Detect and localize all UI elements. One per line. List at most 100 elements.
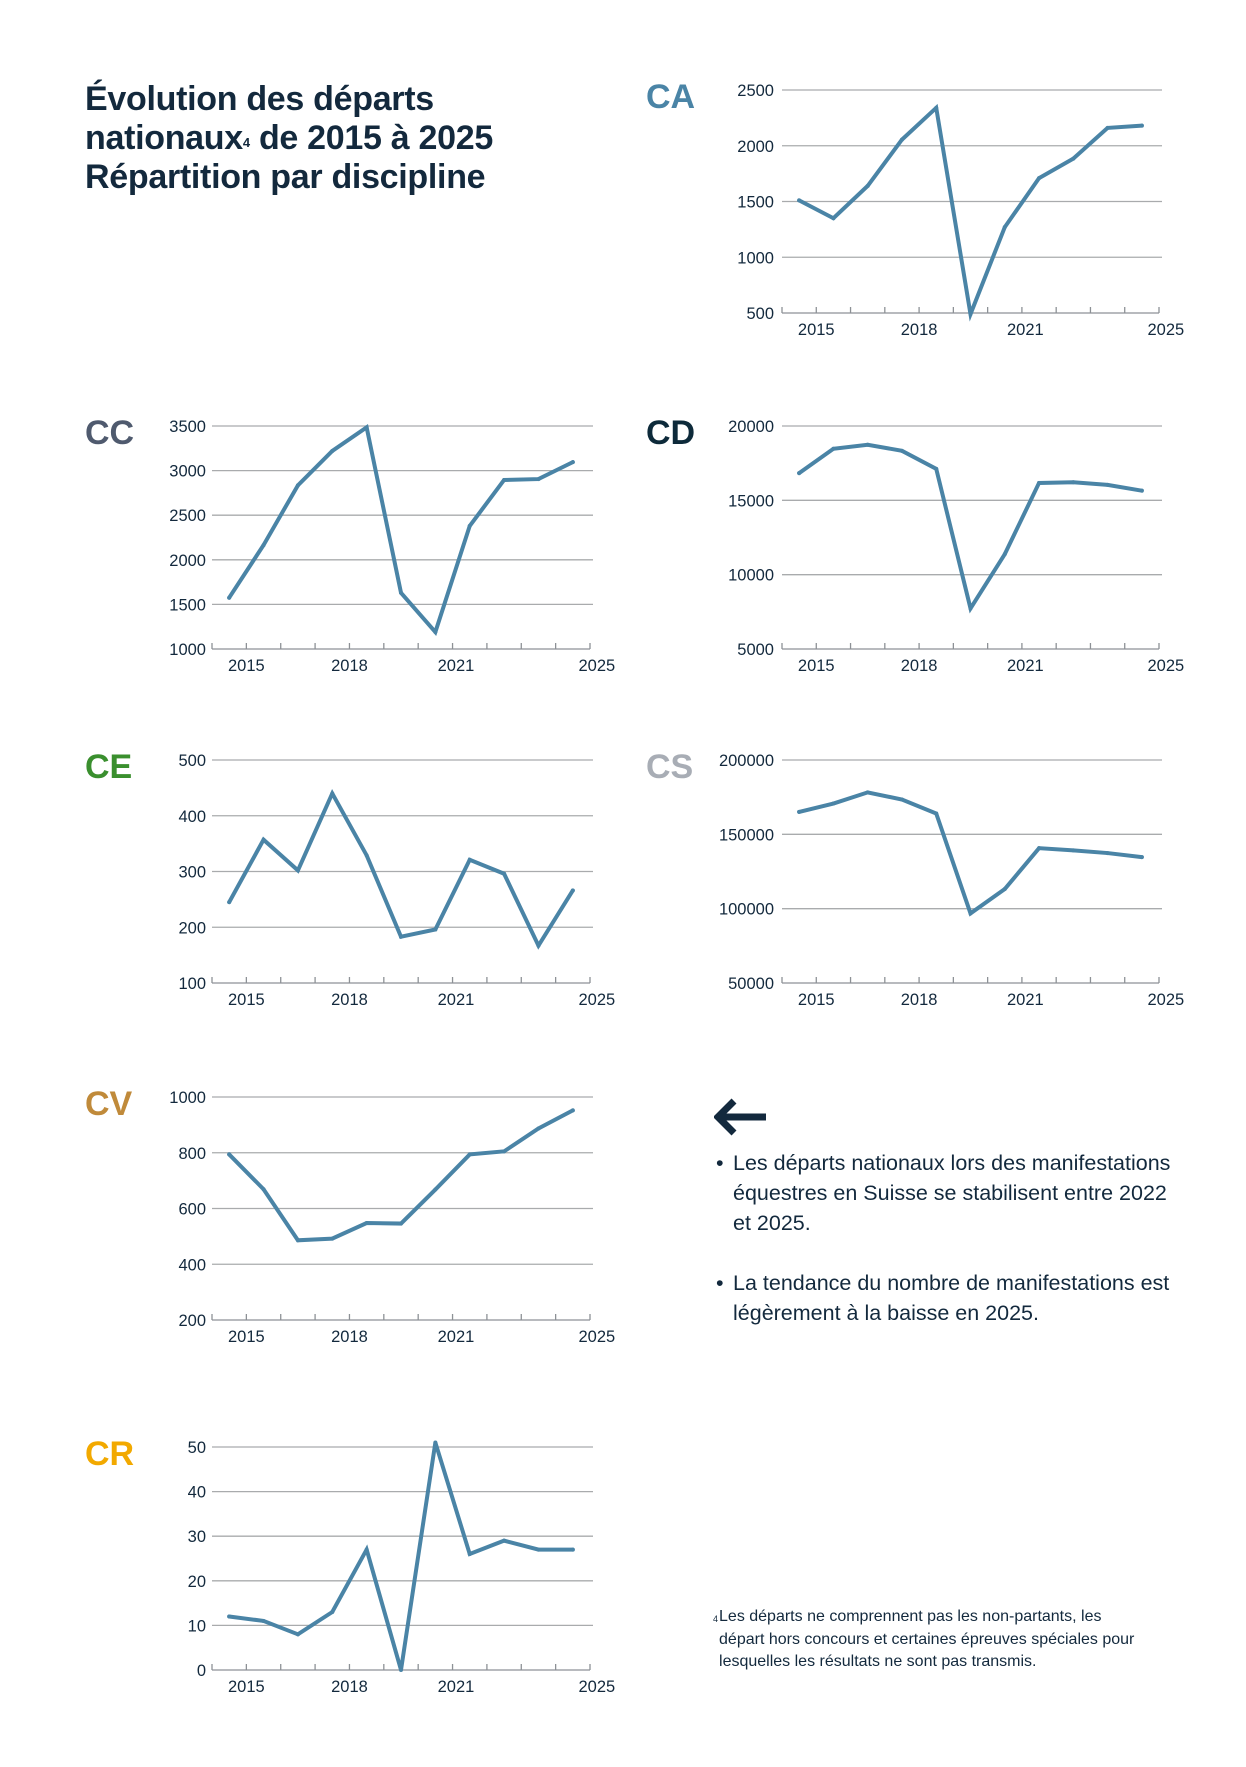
key-point-text: La tendance du nombre de manifestations …	[733, 1271, 1170, 1325]
data-point-2017	[865, 442, 870, 447]
key-point: • La tendance du nombre de manifestations…	[716, 1268, 1176, 1328]
y-tick-label: 1000	[737, 249, 774, 267]
data-point-2025	[1139, 123, 1144, 128]
data-point-2023	[502, 477, 507, 482]
bullet-dot: •	[716, 1271, 724, 1295]
data-point-2016	[261, 837, 266, 842]
y-tick-label: 400	[178, 808, 206, 826]
y-tick-label: 40	[188, 1484, 206, 1502]
discipline-label: CA	[646, 78, 695, 116]
y-tick-label: 150000	[719, 826, 774, 844]
y-tick-label: 200	[178, 919, 206, 937]
data-point-2021	[433, 1187, 438, 1192]
x-tick-label: 2025	[1147, 321, 1184, 339]
data-point-2022	[467, 1552, 472, 1557]
chart-cv: CV 200 400 600 800 1000 2015 2018 2021 2025	[85, 1085, 615, 1346]
data-point-2018	[899, 448, 904, 453]
data-point-2022	[467, 857, 472, 862]
data-point-2020	[968, 312, 973, 317]
y-tick-label: 200	[178, 1312, 206, 1330]
y-tick-label: 30	[188, 1528, 206, 1546]
data-point-2024	[536, 1547, 541, 1552]
data-point-2017	[865, 183, 870, 188]
title-line-2-start: nationaux	[85, 119, 243, 157]
data-point-2023	[502, 1538, 507, 1543]
data-point-2021	[433, 927, 438, 932]
x-tick-label: 2018	[901, 321, 938, 339]
data-point-2020	[399, 934, 403, 939]
data-point-2018	[330, 791, 335, 796]
arrow-left-icon	[714, 1098, 766, 1136]
y-tick-label: 100000	[719, 901, 774, 919]
data-point-2018	[899, 797, 904, 802]
data-point-2020	[968, 606, 973, 611]
data-point-2016	[831, 801, 836, 806]
data-point-2016	[831, 216, 836, 221]
chart-cr: CR 0 10 20 30 40 50 2015 2018 2021 2025	[85, 1435, 615, 1696]
data-point-2023	[1071, 156, 1076, 161]
data-point-2024	[536, 477, 541, 482]
x-tick-label: 2015	[798, 321, 835, 339]
chart-cs: CS 50000 100000 150000 200000 2015 2018 2021 202…	[646, 748, 1184, 1009]
y-tick-label: 1000	[169, 1089, 206, 1107]
data-point-2021	[1002, 887, 1007, 892]
discipline-label: CD	[646, 414, 695, 452]
data-point-2017	[295, 483, 300, 488]
x-tick-label: 2021	[1007, 657, 1044, 675]
y-tick-label: 50	[188, 1439, 206, 1457]
page-title: Évolution des départs nationaux4 de 2015…	[85, 80, 493, 197]
data-point-2023	[502, 1149, 507, 1154]
x-tick-label: 2021	[438, 1328, 475, 1346]
series-line	[797, 103, 1144, 322]
data-point-2019	[364, 1220, 369, 1225]
x-tick-label: 2015	[228, 657, 265, 675]
data-point-2022	[1037, 176, 1042, 181]
x-tick-label: 2018	[331, 1678, 368, 1696]
y-tick-label: 0	[197, 1662, 206, 1680]
y-tick-label: 2500	[169, 507, 206, 525]
data-point-2018	[330, 448, 335, 453]
y-tick-label: 500	[746, 305, 774, 323]
series-line	[227, 1108, 575, 1243]
data-point-2024	[1105, 125, 1110, 130]
data-point-2020	[399, 1668, 403, 1672]
data-point-2024	[1105, 851, 1110, 856]
chart-ce: CE 100 200 300 400 500 2015 2018 2021 2025	[85, 748, 615, 1009]
x-tick-label: 2015	[228, 991, 265, 1009]
data-point-2016	[261, 543, 266, 548]
series-line	[227, 1441, 575, 1671]
key-points-list: • Les départs nationaux lors des manifest…	[716, 1148, 1176, 1358]
x-tick-label: 2025	[1147, 657, 1184, 675]
y-tick-label: 3500	[169, 418, 206, 436]
discipline-label: CR	[85, 1435, 134, 1473]
x-tick-label: 2015	[798, 991, 835, 1009]
series-line	[227, 423, 575, 637]
y-tick-label: 500	[178, 752, 206, 770]
discipline-label: CS	[646, 748, 693, 786]
footnote-reference: 4	[242, 135, 250, 150]
y-tick-label: 15000	[728, 492, 774, 510]
data-point-2015	[227, 1614, 232, 1619]
series-line	[797, 790, 1144, 917]
data-point-2019	[934, 466, 939, 471]
y-tick-label: 600	[178, 1201, 206, 1219]
chart-cd: CD 5000 10000 15000 20000 2015 2018 2021 2025	[646, 414, 1184, 675]
data-point-2020	[968, 911, 973, 916]
data-point-2015	[797, 809, 802, 814]
data-point-2019	[934, 105, 939, 110]
x-tick-label: 2021	[438, 991, 475, 1009]
data-point-2025	[1139, 488, 1144, 493]
title-line-2: nationaux4 de 2015 à 2025	[85, 119, 493, 158]
data-point-2024	[1105, 482, 1110, 487]
data-point-2021	[433, 630, 438, 635]
data-point-2022	[467, 523, 472, 528]
y-tick-label: 200000	[719, 752, 774, 770]
x-tick-label: 2021	[1007, 991, 1044, 1009]
data-point-2018	[899, 137, 904, 142]
y-tick-label: 100	[178, 975, 206, 993]
data-point-2019	[364, 1547, 369, 1552]
x-tick-label: 2018	[901, 657, 938, 675]
y-tick-label: 10000	[728, 567, 774, 585]
data-point-2022	[1037, 846, 1042, 851]
